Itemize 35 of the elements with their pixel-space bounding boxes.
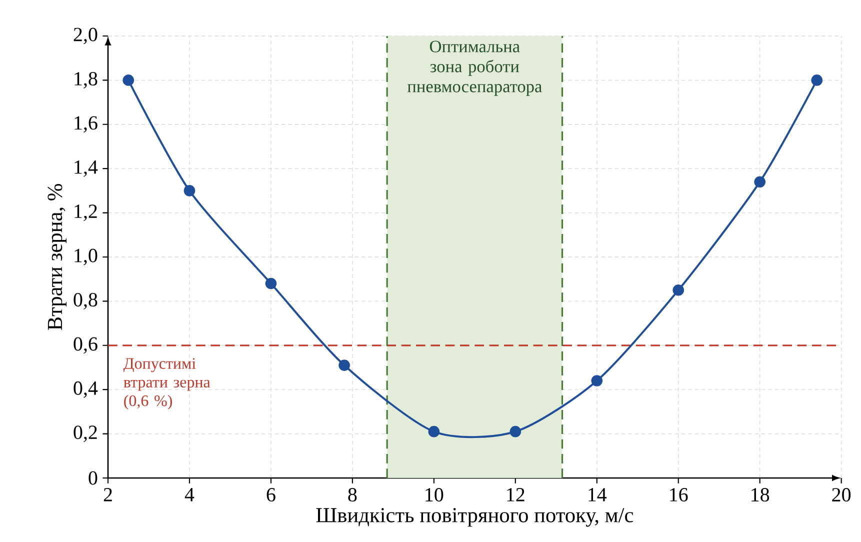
y-tick-label: 2,0 <box>74 28 98 44</box>
point <box>428 426 440 438</box>
ref-line-label: Допустимі втрати зерна (0,6 %) <box>123 358 210 410</box>
x-tick-label: 10 <box>426 488 444 502</box>
y-tick-label: 0,2 <box>74 426 97 442</box>
point <box>510 426 522 438</box>
point <box>754 176 766 188</box>
x-tick-label: 8 <box>348 488 357 502</box>
point <box>672 284 684 296</box>
y-tick-label: 0 <box>88 471 98 485</box>
y-tick-label: 0,4 <box>74 381 98 398</box>
band-label: Оптимальна зона роботи пневмосепаратора <box>407 40 542 96</box>
y-tick-label: 1,4 <box>74 160 98 177</box>
point <box>184 185 196 196</box>
y-tick-label: 1,6 <box>74 116 98 133</box>
x-tick-label: 20 <box>832 488 851 502</box>
x-tick-label: 18 <box>752 488 770 502</box>
point <box>338 360 350 371</box>
x-tick-label: 16 <box>670 488 688 502</box>
point <box>265 278 277 290</box>
point <box>591 375 603 386</box>
x-tick-label: 6 <box>266 488 276 502</box>
x-axis-title: Швидкість повітряного потоку, м/с <box>316 508 634 527</box>
y-tick-label: 0,8 <box>74 293 98 310</box>
y-tick-label: 1,2 <box>74 204 97 221</box>
y-tick-label: 0,6 <box>74 337 98 354</box>
x-tick-label: 4 <box>184 488 194 502</box>
x-tick-label: 14 <box>588 488 607 502</box>
y-axis-title: Втрати зерна, % <box>48 184 66 330</box>
x-tick-label: 2 <box>104 488 112 502</box>
x-tick-label: 12 <box>507 488 524 502</box>
y-tick-label: 1,8 <box>74 72 98 88</box>
point <box>811 74 823 86</box>
y-tick-label: 1,0 <box>74 248 98 266</box>
point <box>122 74 134 86</box>
